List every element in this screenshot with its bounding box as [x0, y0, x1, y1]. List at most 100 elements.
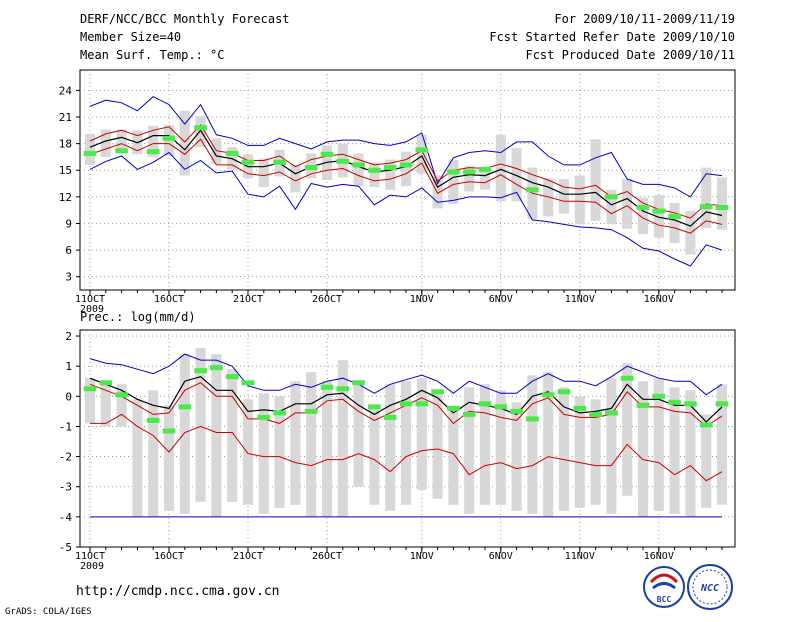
observation-marker [526, 187, 539, 193]
ensemble-bar [432, 175, 443, 209]
ensemble-bar [590, 139, 601, 221]
observation-marker [636, 205, 650, 210]
observation-marker [241, 380, 255, 386]
observation-marker [478, 401, 492, 407]
ensemble-bar [416, 134, 427, 174]
ensemble-bar [290, 381, 301, 505]
observation-marker [684, 401, 697, 407]
ensemble-bar [622, 363, 633, 496]
ensemble-bar [527, 375, 538, 514]
ensemble-bar [669, 203, 680, 243]
ensemble-bar [574, 175, 585, 225]
y-tick-label: 1 [65, 360, 72, 373]
observation-marker [699, 422, 713, 428]
observation-marker [652, 208, 666, 214]
ensemble-bar [179, 110, 190, 176]
ensemble-bar [116, 129, 127, 152]
y-tick-label: 12 [59, 191, 72, 204]
ensemble-bar [385, 159, 396, 190]
observation-marker [399, 401, 413, 407]
observation-marker [699, 204, 713, 210]
observation-marker [146, 417, 160, 423]
ensemble-bar [479, 166, 491, 190]
ensemble-bar [84, 378, 96, 424]
precip-variable-label: Prec.: log(mm/d) [80, 310, 196, 324]
ensemble-bar [337, 360, 348, 517]
y-tick-label: 3 [65, 271, 72, 284]
ensemble-bar [479, 384, 491, 505]
observation-marker [605, 410, 618, 416]
x-tick-label: 11NOV [565, 294, 595, 305]
y-tick-label: 18 [59, 138, 72, 151]
ensemble-bar [148, 125, 159, 157]
observation-marker [715, 205, 729, 210]
ensemble-bar [685, 390, 696, 517]
year-label: 2009 [80, 304, 104, 315]
ensemble-bar [653, 195, 664, 238]
observation-marker [447, 169, 460, 175]
year-label: 2009 [80, 561, 104, 572]
observation-marker [620, 375, 634, 381]
observation-marker [462, 411, 476, 417]
ensemble-bar [369, 162, 380, 188]
observation-marker [83, 386, 97, 392]
temperature-panel: 3 6 9 12 15 18 21 24 11OCT 16OCT 21OCT 26OCT 1NOV 6NO… [59, 69, 736, 315]
ensemble-bar [306, 372, 317, 517]
x-tick-label: 6NOV [489, 551, 513, 562]
observation-marker [431, 389, 444, 395]
lower-line [90, 413, 723, 482]
ensemble-bar [606, 378, 617, 514]
ncc-logo: NCC [687, 564, 733, 610]
observation-marker [383, 414, 397, 420]
ensemble-bar [716, 384, 728, 505]
variable-label: Mean Surf. Temp.: °C [80, 48, 225, 62]
y-tick-label: 21 [59, 111, 72, 124]
observation-marker [336, 158, 350, 164]
observation-marker [668, 213, 681, 219]
y-tick-label: 0 [65, 390, 72, 403]
ensemble-bar [543, 372, 554, 517]
ensemble-bar [100, 129, 111, 157]
x-tick-label: 16NOV [644, 294, 674, 305]
x-tick-label: 6NOV [489, 294, 513, 305]
ensemble-bar [590, 399, 601, 505]
observation-marker [83, 150, 97, 156]
ensemble-bar [274, 396, 285, 508]
ensemble-bar [558, 179, 570, 214]
observation-marker [320, 151, 334, 157]
ensemble-bar [464, 165, 475, 192]
min-line [89, 151, 723, 267]
observation-marker [273, 159, 286, 165]
observation-marker [225, 374, 239, 380]
x-tick-label: 16OCT [154, 294, 184, 305]
observation-marker [162, 428, 176, 434]
ensemble-bar [558, 387, 570, 511]
observation-marker [652, 393, 666, 399]
ensemble-bar [100, 381, 111, 427]
observation-marker [368, 404, 381, 410]
footer-url[interactable]: http://cmdp.ncc.cma.gov.cn [76, 584, 280, 599]
ensemble-bar [653, 378, 664, 511]
observation-marker [415, 147, 429, 153]
observation-marker [304, 165, 318, 171]
chart-title: DERF/NCC/BCC Monthly Forecast [80, 12, 290, 26]
bcc-logo-text: BCC [657, 595, 672, 604]
observation-marker [447, 405, 460, 411]
plot-frame [79, 69, 736, 291]
observation-marker [115, 392, 128, 398]
ensemble-bar [495, 134, 506, 202]
ensemble-bar [716, 177, 728, 230]
ensemble-bar [669, 387, 680, 514]
y-tick-label: -2 [59, 451, 72, 464]
x-tick-label: 11OCT [75, 551, 105, 562]
y-tick-label: 9 [65, 217, 72, 230]
observation-marker [383, 165, 397, 171]
observation-marker [541, 392, 555, 398]
y-tick-label: 15 [59, 164, 72, 177]
ensemble-bar [321, 381, 333, 517]
ensemble-bar [353, 153, 364, 187]
observation-marker [241, 159, 255, 165]
ensemble-bar [163, 405, 175, 511]
y-tick-label: -1 [59, 420, 72, 433]
x-tick-label: 1NOV [410, 294, 434, 305]
